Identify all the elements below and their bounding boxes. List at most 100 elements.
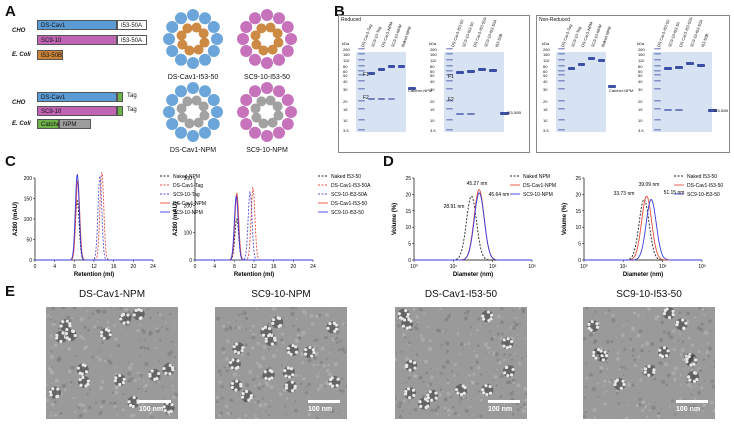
em-noise (342, 412, 345, 414)
particle-spike (56, 387, 60, 391)
gel-band (446, 48, 453, 50)
em-noise (440, 344, 443, 347)
particle-spike (652, 368, 656, 372)
em-noise (258, 403, 263, 408)
em-noise (340, 377, 344, 380)
gel-band (697, 64, 705, 67)
particle-spike (136, 399, 140, 403)
em-noise (445, 359, 450, 365)
particle-spike (601, 358, 605, 362)
spike-protein (199, 53, 211, 66)
em-noise (121, 408, 126, 412)
x-tick-label: 8 (233, 264, 236, 270)
em-noise (337, 348, 341, 352)
em-noise (101, 399, 106, 404)
em-noise (320, 417, 322, 419)
particle-spike (263, 325, 268, 329)
em-noise (60, 392, 64, 396)
particle-spike (239, 382, 243, 386)
gel-band (446, 65, 453, 67)
em-noise (316, 375, 320, 379)
particle-spike (511, 367, 515, 372)
em-noise (251, 324, 256, 328)
em-noise (172, 415, 174, 417)
em-noise (624, 416, 629, 419)
construct-sc9-10-i53-50a: SC9-10 (37, 35, 117, 45)
em-noise (116, 308, 118, 310)
peak-annotation: 28.91 nm (444, 204, 465, 210)
core-subunit (184, 118, 195, 129)
particle-spike (587, 322, 591, 326)
y-tick-label: 5 (578, 242, 581, 248)
em-noise (413, 407, 418, 412)
gel-band (358, 119, 365, 121)
particle-spike (264, 339, 268, 343)
em-noise (319, 383, 324, 388)
em-noise (160, 408, 162, 410)
particle-spike (592, 350, 596, 354)
em-noise (682, 358, 685, 361)
spike-protein (261, 57, 273, 69)
gel-band (388, 65, 395, 68)
particle-spike (162, 366, 166, 371)
em-noise (679, 352, 684, 357)
em-noise (589, 372, 593, 377)
particle-spike (78, 378, 82, 382)
em-noise (324, 380, 329, 386)
em-noise (706, 342, 709, 345)
em-noise (592, 407, 597, 412)
em-noise (610, 340, 614, 344)
em-noise (456, 374, 459, 376)
em-noise (705, 350, 710, 355)
y-tick-label: 200 (24, 176, 33, 182)
em-noise (127, 378, 132, 383)
em-noise (265, 411, 267, 413)
em-noise (335, 336, 339, 340)
em-noise (312, 363, 316, 367)
em-noise (446, 329, 448, 331)
gel-band (598, 59, 605, 62)
particle-spike (102, 336, 106, 340)
construct-i53-50b: I53-50B (37, 50, 63, 60)
em-noise (690, 343, 695, 348)
em-noise (111, 391, 115, 394)
em-noise (263, 402, 267, 407)
em-noise (636, 313, 641, 318)
series-line (35, 180, 153, 261)
em-noise (408, 412, 411, 415)
em-noise (453, 363, 458, 367)
particle-spike (127, 400, 131, 404)
gel-marker-label: 40 (543, 79, 548, 84)
particle-spike (509, 373, 514, 377)
em-particle (282, 366, 295, 379)
gel-marker-label: 80 (343, 64, 348, 69)
core-subunit (250, 30, 261, 41)
particle-spike (330, 376, 334, 380)
gel-band (368, 72, 375, 75)
gel-marker-label: 40 (343, 79, 348, 84)
gel-band (358, 70, 365, 72)
y-tick-label: 200 (184, 203, 193, 209)
em-noise (709, 400, 714, 405)
gel-marker-label: 60 (343, 69, 348, 74)
em-noise (174, 405, 177, 408)
em-noise (216, 321, 218, 323)
gel-band (378, 98, 385, 100)
em-noise (463, 311, 467, 315)
em-noise (446, 408, 451, 413)
em-noise (666, 345, 668, 347)
em-noise (634, 398, 636, 400)
em-noise (268, 405, 271, 408)
particle-spike (459, 392, 464, 397)
em-noise (229, 398, 234, 403)
legend-label: SC9-10-I53-50A (331, 192, 368, 198)
em-noise (708, 346, 713, 351)
x-axis-label: Diameter (nm) (623, 272, 663, 278)
gel-band (446, 53, 453, 55)
em-noise (436, 405, 440, 409)
gel-marker-label: 260 (543, 47, 550, 52)
em-noise (430, 368, 432, 370)
particle-spike (294, 345, 298, 349)
em-noise (428, 339, 432, 343)
em-noise (500, 307, 504, 311)
